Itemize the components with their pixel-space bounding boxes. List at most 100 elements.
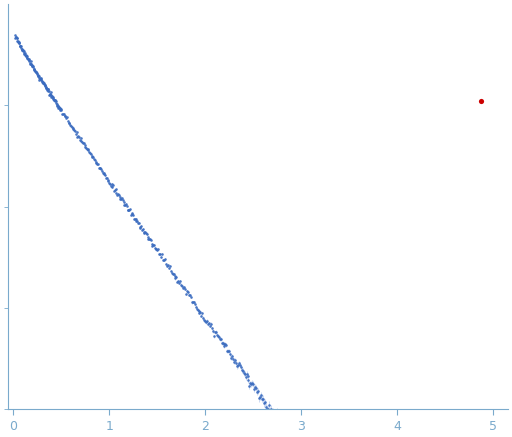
Point — [38, 77, 46, 84]
Point — [97, 166, 105, 173]
Point — [51, 97, 59, 104]
Point — [198, 310, 206, 317]
Point — [271, 413, 280, 420]
Point — [22, 53, 30, 60]
Point — [123, 207, 132, 214]
Point — [63, 114, 71, 121]
Point — [214, 333, 222, 340]
Point — [53, 103, 61, 110]
Point — [33, 70, 41, 77]
Point — [212, 332, 221, 339]
Point — [41, 82, 49, 89]
Point — [246, 380, 254, 387]
Point — [215, 333, 223, 340]
Point — [112, 190, 120, 197]
Point — [201, 318, 209, 325]
Point — [255, 395, 263, 402]
Point — [164, 261, 172, 268]
Point — [262, 403, 270, 410]
Point — [146, 236, 154, 243]
Point — [253, 388, 261, 395]
Point — [104, 177, 113, 184]
Point — [39, 80, 48, 87]
Point — [39, 80, 48, 87]
Point — [41, 83, 50, 90]
Point — [260, 400, 268, 407]
Point — [57, 105, 65, 112]
Point — [90, 156, 98, 163]
Point — [272, 422, 281, 429]
Point — [285, 434, 293, 437]
Point — [24, 55, 32, 62]
Point — [30, 66, 38, 73]
Point — [280, 425, 288, 432]
Point — [266, 407, 274, 414]
Point — [137, 222, 145, 229]
Point — [191, 303, 200, 310]
Point — [230, 358, 238, 365]
Point — [174, 278, 182, 285]
Point — [140, 229, 148, 236]
Point — [123, 202, 131, 209]
Point — [25, 57, 33, 64]
Point — [153, 246, 161, 253]
Point — [35, 73, 43, 80]
Point — [66, 121, 74, 128]
Point — [105, 180, 113, 187]
Point — [143, 235, 152, 242]
Point — [99, 170, 107, 177]
Point — [31, 67, 39, 74]
Point — [63, 117, 72, 124]
Point — [170, 275, 179, 282]
Point — [35, 74, 43, 81]
Point — [86, 150, 94, 157]
Point — [147, 236, 155, 243]
Point — [52, 101, 60, 108]
Point — [14, 38, 22, 45]
Point — [223, 347, 231, 354]
Point — [53, 101, 61, 108]
Point — [222, 341, 230, 348]
Point — [131, 216, 139, 223]
Point — [202, 319, 210, 326]
Point — [232, 359, 240, 366]
Point — [205, 320, 213, 327]
Point — [17, 45, 25, 52]
Point — [158, 251, 166, 258]
Point — [211, 329, 219, 336]
Point — [251, 384, 259, 391]
Point — [226, 351, 234, 358]
Point — [75, 134, 83, 141]
Point — [92, 160, 100, 167]
Point — [72, 129, 80, 136]
Point — [40, 81, 48, 88]
Point — [26, 59, 34, 66]
Point — [52, 97, 60, 104]
Point — [83, 146, 92, 153]
Point — [189, 298, 198, 305]
Point — [136, 224, 144, 231]
Point — [139, 225, 147, 232]
Point — [92, 159, 100, 166]
Point — [100, 171, 109, 178]
Point — [36, 75, 45, 82]
Point — [111, 187, 119, 194]
Point — [32, 68, 40, 75]
Point — [204, 321, 212, 328]
Point — [17, 45, 26, 52]
Point — [157, 253, 165, 260]
Point — [199, 314, 207, 321]
Point — [238, 367, 246, 374]
Point — [240, 370, 248, 377]
Point — [20, 50, 29, 57]
Point — [33, 72, 41, 79]
Point — [55, 104, 63, 111]
Point — [138, 227, 146, 234]
Point — [224, 347, 232, 354]
Point — [225, 348, 233, 355]
Point — [122, 201, 130, 208]
Point — [14, 38, 22, 45]
Point — [22, 52, 30, 59]
Point — [120, 201, 129, 208]
Point — [28, 62, 36, 69]
